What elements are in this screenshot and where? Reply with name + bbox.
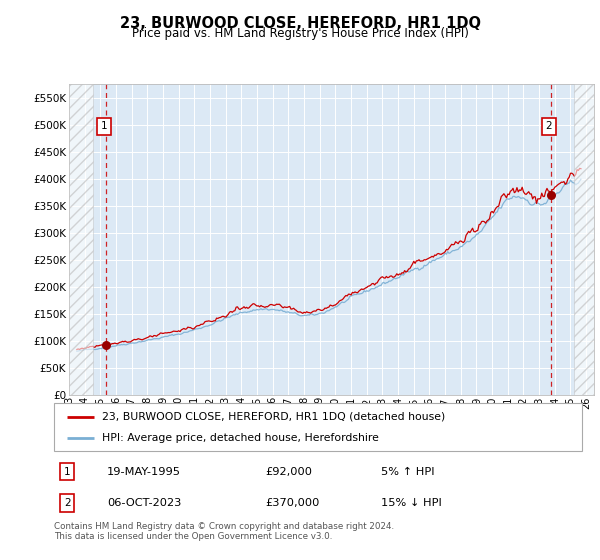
Text: 23, BURWOOD CLOSE, HEREFORD, HR1 1DQ (detached house): 23, BURWOOD CLOSE, HEREFORD, HR1 1DQ (de… (101, 412, 445, 422)
FancyBboxPatch shape (54, 403, 582, 451)
Text: Contains HM Land Registry data © Crown copyright and database right 2024.
This d: Contains HM Land Registry data © Crown c… (54, 522, 394, 542)
Text: 5% ↑ HPI: 5% ↑ HPI (382, 466, 435, 477)
Text: 2: 2 (545, 121, 552, 131)
Text: 2: 2 (64, 498, 71, 508)
Text: Price paid vs. HM Land Registry's House Price Index (HPI): Price paid vs. HM Land Registry's House … (131, 27, 469, 40)
Text: HPI: Average price, detached house, Herefordshire: HPI: Average price, detached house, Here… (101, 433, 379, 444)
Text: £92,000: £92,000 (265, 466, 312, 477)
Text: 06-OCT-2023: 06-OCT-2023 (107, 498, 181, 508)
Bar (574, 84, 594, 395)
Text: £370,000: £370,000 (265, 498, 320, 508)
Text: 23, BURWOOD CLOSE, HEREFORD, HR1 1DQ: 23, BURWOOD CLOSE, HEREFORD, HR1 1DQ (119, 16, 481, 31)
Text: 1: 1 (64, 466, 71, 477)
Text: 19-MAY-1995: 19-MAY-1995 (107, 466, 181, 477)
Text: 1: 1 (101, 121, 107, 131)
Text: 15% ↓ HPI: 15% ↓ HPI (382, 498, 442, 508)
Bar (69, 84, 92, 395)
